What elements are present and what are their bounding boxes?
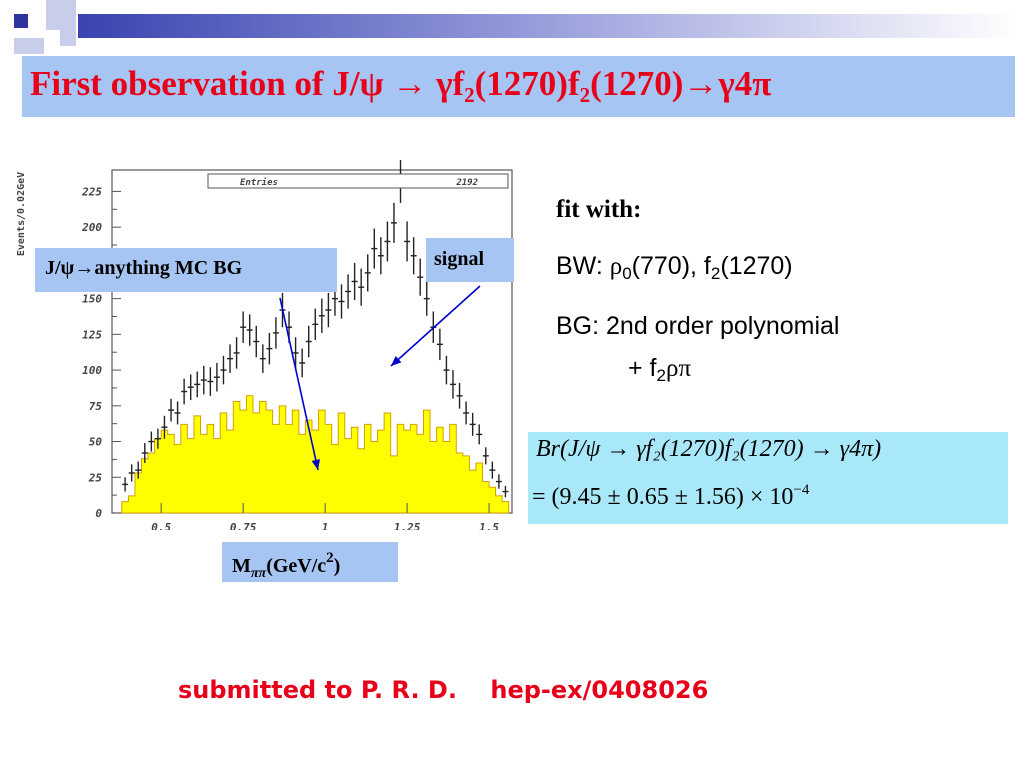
bg-term-tail: ρπ bbox=[665, 355, 692, 382]
signal-arrow bbox=[390, 285, 481, 367]
y-tick-label: 0 bbox=[95, 507, 102, 520]
bw-rho-subscript: 0 bbox=[622, 264, 632, 283]
title-bar: First observation of J/ψ → γf₂(1270)f₂(1… bbox=[22, 56, 1015, 117]
bw-prefix: BW: bbox=[556, 252, 610, 280]
x-tick-label: 1.25 bbox=[394, 521, 421, 530]
branching-ratio-formula: Br(J/ψ → γf₂(1270)f₂(1270) → γ4π) = (9.4… bbox=[528, 432, 1008, 524]
footer-reference: submitted to P. R. D. hep-ex/0408026 bbox=[178, 676, 709, 704]
y-tick-label: 75 bbox=[89, 400, 103, 413]
x-tick-label: 0.75 bbox=[230, 521, 257, 530]
bg-term-prefix: + f bbox=[628, 354, 657, 382]
signal-label: signal bbox=[426, 238, 514, 282]
mc-background-arrow-head bbox=[311, 459, 320, 470]
bw-f-subscript: 2 bbox=[710, 264, 721, 283]
y-tick-label: 25 bbox=[88, 471, 103, 484]
fit-heading: fit with: bbox=[556, 196, 642, 223]
bw-rho: ρ bbox=[609, 253, 623, 280]
y-tick-label: 50 bbox=[89, 436, 103, 449]
stats-entries-label: Entries bbox=[240, 177, 278, 188]
formula-exponent: −4 bbox=[793, 482, 810, 498]
mc-background-label: J/ψ→anything MC BG bbox=[35, 248, 337, 292]
x-tick-label: 0.5 bbox=[151, 521, 171, 530]
fit-bg-line: BG: 2nd order polynomial bbox=[556, 312, 840, 340]
stats-box bbox=[207, 173, 509, 189]
bw-f-tail: (1270) bbox=[720, 252, 793, 280]
formula-value: = (9.45 ± 0.65 ± 1.56) × 10−4 bbox=[532, 482, 809, 511]
signal-arrow-head bbox=[391, 356, 402, 366]
bw-rho-tail: (770), f bbox=[631, 252, 711, 280]
header-gradient-strip bbox=[78, 14, 1018, 38]
stats-entries-value: 2192 bbox=[455, 178, 478, 188]
fit-bg-term: + f2ρπ bbox=[628, 354, 691, 386]
formula-expression: Br(J/ψ → γf₂(1270)f₂(1270) → γ4π) bbox=[536, 436, 882, 462]
decor-square-light-1 bbox=[46, 0, 76, 30]
mc-background-arrow bbox=[279, 297, 319, 471]
x-tick-label: 1.5 bbox=[479, 521, 499, 530]
decor-square-light-2 bbox=[14, 38, 44, 54]
bg-term-subscript: 2 bbox=[656, 366, 666, 385]
decor-square-light-3 bbox=[60, 30, 76, 46]
y-tick-label: 200 bbox=[81, 221, 102, 234]
x-tick-label: 1 bbox=[322, 521, 329, 530]
y-tick-label: 125 bbox=[82, 328, 102, 341]
mass-histogram-chart: 02550751001251501752002250.50.7511.251.5… bbox=[16, 160, 513, 530]
x-axis-label: Mππ(GeV/c2) bbox=[222, 542, 398, 582]
decor-square-navy-1 bbox=[14, 14, 28, 28]
y-tick-label: 150 bbox=[82, 293, 102, 306]
y-axis-label: Events/0.02GeV bbox=[16, 172, 27, 256]
y-tick-label: 100 bbox=[82, 364, 102, 377]
fit-bw-line: BW: ρ0(770), f2(1270) bbox=[556, 252, 793, 284]
y-tick-label: 225 bbox=[81, 185, 102, 198]
formula-value-main: = (9.45 ± 0.65 ± 1.56) × 10 bbox=[532, 484, 794, 510]
slide-title: First observation of J/ψ → γf₂(1270)f₂(1… bbox=[30, 64, 772, 103]
